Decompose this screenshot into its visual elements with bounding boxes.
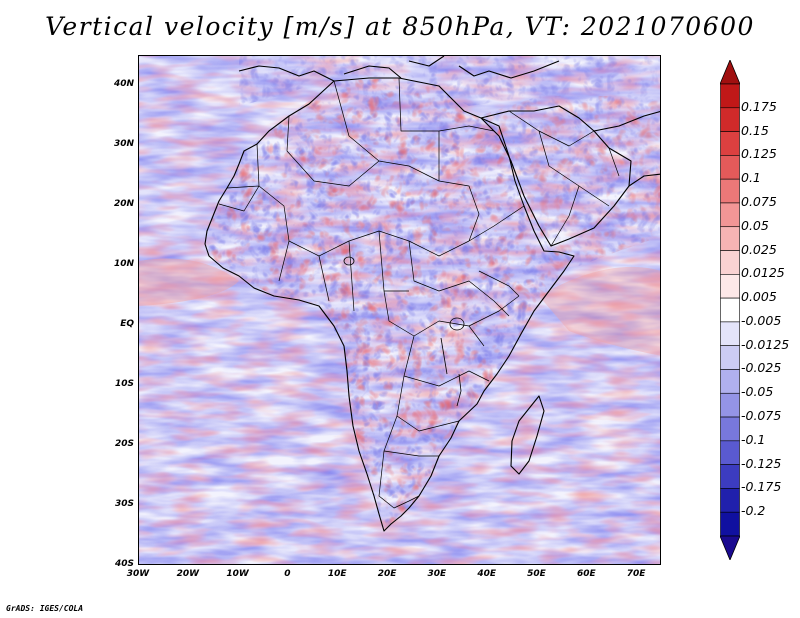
colorbar-segment [720, 345, 740, 370]
madagascar-coastline [510, 395, 545, 475]
longitude-label: 10E [327, 569, 347, 579]
colorbar-segment [720, 131, 740, 156]
colorbar-label: -0.075 [741, 408, 782, 424]
longitude-label: 10W [226, 569, 249, 579]
colorbar-label: -0.125 [741, 455, 782, 471]
latitude-label: 40N [113, 79, 134, 89]
colorbar-segment [720, 488, 740, 513]
colorbar-segment [720, 83, 740, 109]
colorbar-segment [720, 274, 740, 299]
longitude-label: 60E [576, 569, 596, 579]
longitude-label: 40E [477, 569, 496, 579]
latitude-label: 20S [114, 439, 134, 449]
africa-coastline [204, 77, 575, 532]
colorbar-label: 0.0125 [741, 265, 785, 281]
arabian-sea-coastline [628, 173, 660, 187]
latitude-label: EQ [120, 319, 134, 329]
credit-text: GrADS: IGES/COLA [6, 604, 84, 613]
colorbar-segment [720, 226, 740, 251]
colorbar-label: 0.175 [741, 98, 777, 114]
colorbar-label: 0.15 [741, 122, 769, 138]
longitude-label: 0 [284, 569, 291, 579]
indian-ocean-ascent-band [539, 266, 660, 356]
latitude-label: 30S [114, 499, 134, 509]
colorbar-label: 0.05 [741, 217, 769, 233]
colorbar-label: 0.075 [741, 193, 777, 209]
arabia-coastline [480, 105, 632, 247]
colorbar-segment [720, 155, 740, 180]
colorbar-bottom-arrow [720, 535, 740, 560]
longitude-label: 20E [377, 569, 397, 579]
longitude-label: 50E [527, 569, 546, 579]
colorbar-segment [720, 297, 740, 323]
atlantic-ascent-band [139, 258, 239, 306]
colorbar-segment [720, 416, 740, 442]
colorbar-segment [720, 464, 740, 489]
colorbar-label: 0.1 [741, 170, 761, 186]
colorbar-segment [720, 250, 740, 275]
velocity-field-map [139, 56, 660, 564]
lake-tanganyika [440, 337, 448, 375]
longitude-label: 20W [176, 569, 200, 579]
europe-coastline [238, 56, 560, 82]
country-borders [218, 77, 525, 509]
longitude-label: 70E [626, 569, 646, 579]
colorbar-label: -0.0125 [741, 336, 790, 352]
colorbar-label: -0.005 [741, 312, 782, 328]
colorbar-label: -0.175 [741, 479, 782, 495]
colorbar-segment [720, 321, 740, 346]
colorbar-segment [720, 202, 740, 228]
colorbar-segment [720, 392, 740, 418]
middle-east-borders [508, 110, 620, 247]
colorbar-label: -0.2 [741, 503, 766, 519]
colorbar-segment [720, 511, 740, 537]
lake-chad [343, 256, 355, 266]
colorbar-label: -0.025 [741, 360, 782, 376]
longitude-label: 30W [126, 569, 150, 579]
chart-title: Vertical velocity [m/s] at 850hPa, VT: 2… [45, 12, 755, 41]
colorbar [720, 60, 740, 560]
colorbar-label: 0.125 [741, 146, 777, 162]
latitude-label: 10N [113, 259, 134, 269]
latitude-label: 10S [114, 379, 134, 389]
latitude-label: 40S [114, 559, 134, 569]
colorbar-segment [720, 369, 740, 394]
colorbar-label: -0.1 [741, 431, 766, 447]
lake-victoria [449, 317, 465, 331]
persian-gulf-coastline [593, 110, 660, 132]
latitude-label: 20N [113, 199, 134, 209]
colorbar-top-arrow [720, 60, 740, 85]
colorbar-label: 0.005 [741, 289, 777, 305]
latitude-label: 30N [113, 139, 134, 149]
longitude-label: 30E [427, 569, 447, 579]
colorbar-segment [720, 178, 740, 204]
colorbar-label: 0.025 [741, 241, 777, 257]
colorbar-label: -0.05 [741, 384, 774, 400]
colorbar-segment [720, 107, 740, 132]
colorbar-segment [720, 440, 740, 465]
map-plot-area [138, 55, 661, 565]
lake-malawi [456, 373, 462, 407]
